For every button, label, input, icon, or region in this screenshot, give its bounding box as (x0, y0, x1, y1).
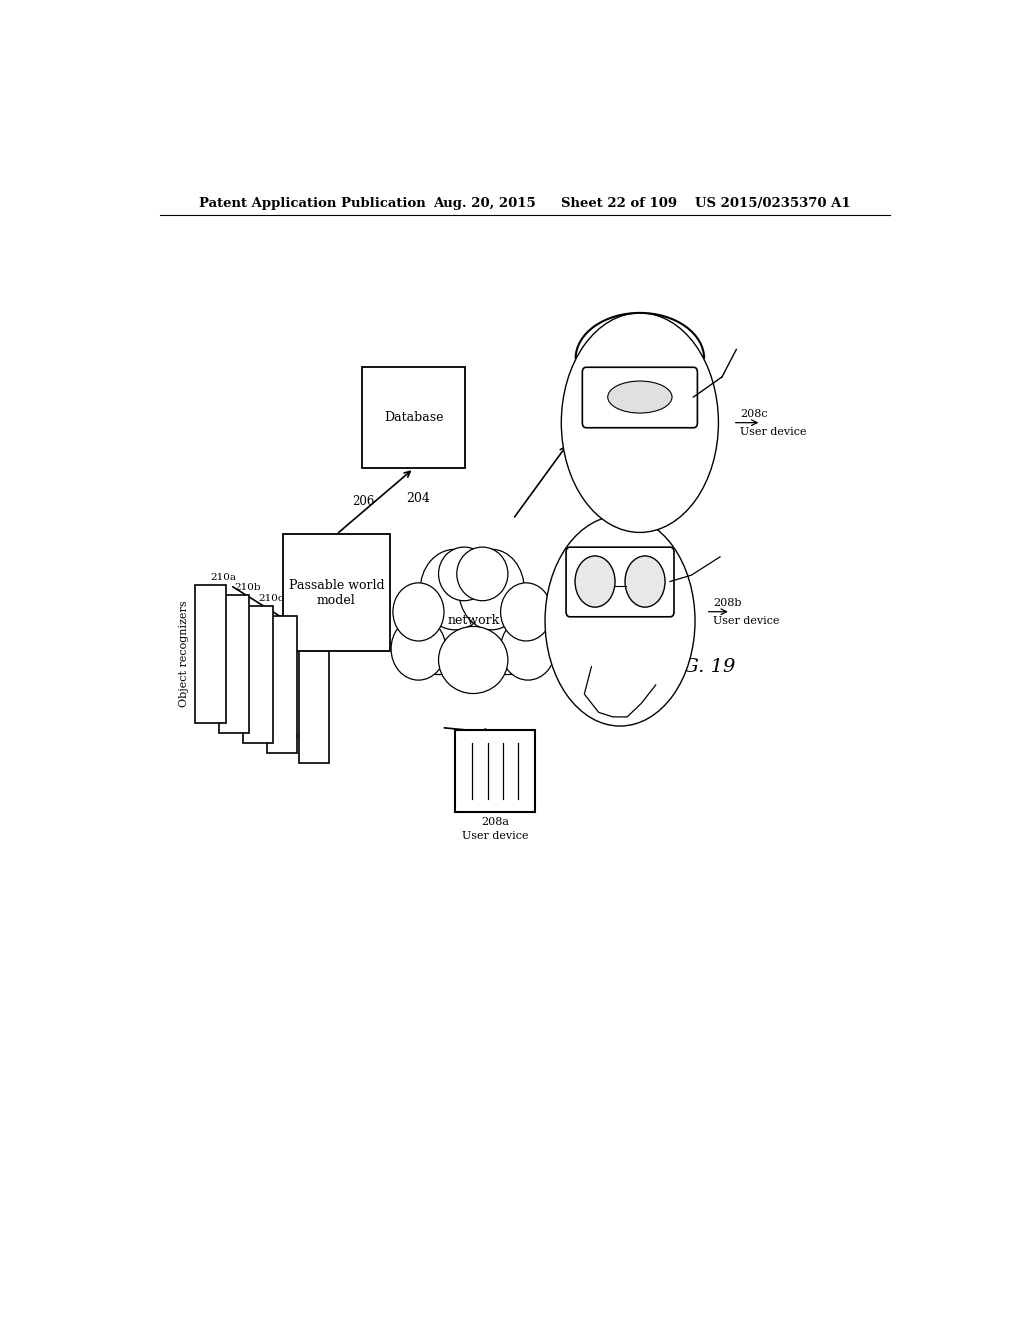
Text: 210n: 210n (313, 614, 340, 623)
Circle shape (625, 556, 665, 607)
Text: Passable world
model: Passable world model (289, 579, 384, 607)
Ellipse shape (438, 627, 508, 693)
Text: 206: 206 (352, 495, 375, 508)
Ellipse shape (501, 618, 555, 680)
Text: 208b: 208b (713, 598, 741, 607)
FancyBboxPatch shape (583, 367, 697, 428)
Text: FIG. 19: FIG. 19 (663, 657, 736, 676)
Circle shape (575, 556, 615, 607)
Ellipse shape (457, 546, 508, 601)
FancyBboxPatch shape (566, 548, 674, 616)
Ellipse shape (471, 585, 545, 675)
Text: Sheet 22 of 109: Sheet 22 of 109 (560, 197, 677, 210)
Text: 202: 202 (239, 612, 260, 624)
FancyBboxPatch shape (299, 626, 329, 763)
FancyBboxPatch shape (455, 730, 536, 812)
Ellipse shape (459, 549, 524, 630)
FancyBboxPatch shape (267, 615, 297, 752)
Ellipse shape (391, 618, 445, 680)
Text: 208a: 208a (481, 817, 509, 828)
Text: User device: User device (713, 616, 779, 626)
Ellipse shape (545, 516, 695, 726)
Text: User device: User device (740, 426, 806, 437)
Text: Object recognizers: Object recognizers (179, 601, 189, 708)
FancyBboxPatch shape (283, 535, 390, 651)
Ellipse shape (420, 549, 489, 630)
Text: 210b: 210b (234, 583, 261, 593)
Text: US 2015/0235370 A1: US 2015/0235370 A1 (695, 197, 851, 210)
Text: network: network (447, 614, 500, 627)
Text: 210a: 210a (211, 573, 237, 582)
Ellipse shape (426, 562, 520, 678)
Text: 210d: 210d (282, 603, 308, 612)
Ellipse shape (393, 583, 444, 642)
Text: Patent Application Publication: Patent Application Publication (200, 197, 426, 210)
Ellipse shape (501, 583, 552, 642)
Text: Database: Database (384, 411, 443, 424)
Text: Aug. 20, 2015: Aug. 20, 2015 (433, 197, 537, 210)
Text: 204: 204 (406, 492, 430, 506)
Ellipse shape (402, 585, 475, 675)
FancyBboxPatch shape (243, 606, 273, 743)
Text: 208c: 208c (740, 408, 768, 418)
Ellipse shape (607, 381, 672, 413)
FancyBboxPatch shape (219, 595, 250, 733)
Ellipse shape (561, 313, 719, 532)
FancyBboxPatch shape (196, 585, 225, 722)
Text: ...: ... (285, 725, 300, 741)
Text: User device: User device (462, 832, 528, 841)
Text: 210c: 210c (258, 594, 284, 602)
Ellipse shape (438, 546, 489, 601)
FancyBboxPatch shape (362, 367, 465, 469)
